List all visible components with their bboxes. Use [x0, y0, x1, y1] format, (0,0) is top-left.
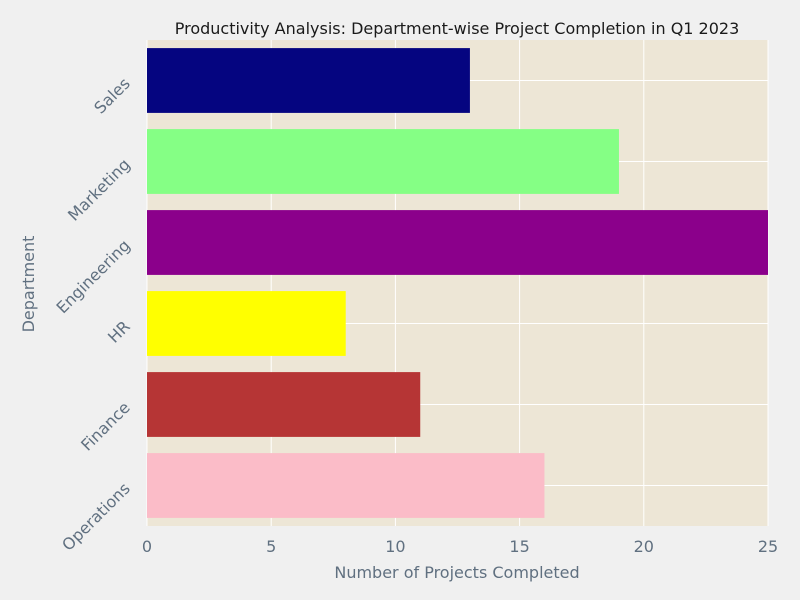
bars [147, 48, 768, 518]
bar-sales [147, 48, 470, 113]
bar-finance [147, 372, 421, 437]
y-tick-label: Finance [77, 398, 134, 455]
x-tick-label: 25 [758, 537, 778, 556]
x-tick-label: 20 [634, 537, 654, 556]
y-tick-label: Operations [58, 479, 134, 555]
plot-area [147, 40, 768, 526]
x-tick-label: 15 [509, 537, 529, 556]
x-tick-labels: 0 5 10 15 20 25 [142, 537, 778, 556]
y-tick-label: Engineering [53, 236, 134, 317]
bar-engineering [147, 210, 768, 275]
y-axis-label: Department [19, 236, 38, 333]
x-tick-label: 5 [266, 537, 276, 556]
y-tick-label: Sales [90, 74, 134, 118]
y-tick-label: Marketing [64, 155, 134, 225]
bar-hr [147, 291, 346, 356]
y-tick-label: HR [104, 317, 134, 347]
chart-title: Productivity Analysis: Department-wise P… [175, 19, 740, 38]
bar-operations [147, 453, 545, 518]
x-tick-label: 10 [385, 537, 405, 556]
bar-marketing [147, 129, 619, 194]
x-tick-label: 0 [142, 537, 152, 556]
x-axis-label: Number of Projects Completed [334, 563, 579, 582]
